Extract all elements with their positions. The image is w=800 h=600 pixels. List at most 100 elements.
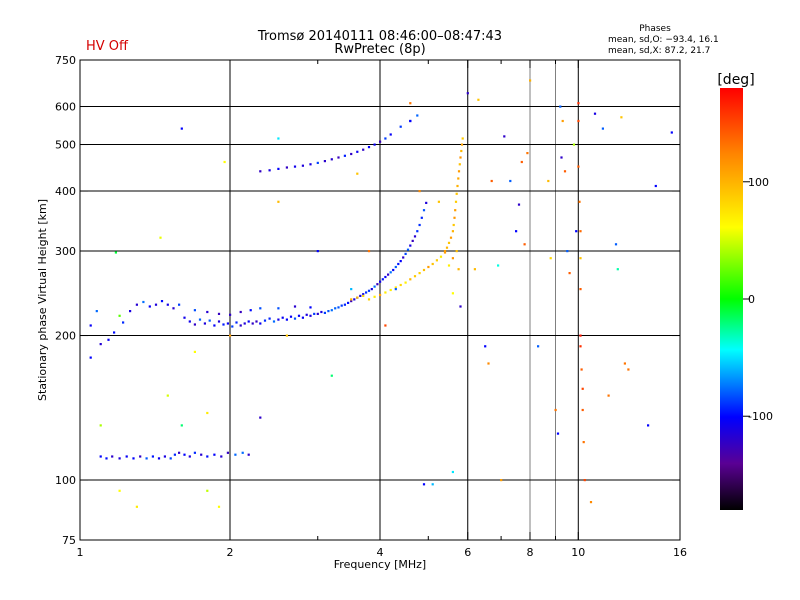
- data-point: [350, 288, 353, 291]
- data-point: [404, 281, 407, 284]
- data-point: [89, 356, 92, 359]
- data-point: [259, 322, 262, 325]
- data-point: [394, 265, 397, 269]
- data-point: [379, 140, 382, 143]
- data-point: [281, 316, 284, 319]
- data-point: [334, 307, 337, 310]
- x-tick-label: 6: [464, 546, 471, 559]
- data-point: [566, 250, 569, 253]
- data-point: [285, 318, 288, 321]
- data-point: [362, 293, 365, 296]
- data-point: [457, 268, 460, 271]
- data-point: [183, 453, 186, 456]
- data-point: [453, 216, 456, 219]
- data-point: [107, 338, 110, 341]
- data-point: [89, 324, 92, 327]
- data-point: [180, 424, 183, 427]
- data-point: [549, 257, 552, 260]
- data-point: [362, 294, 365, 297]
- data-point: [356, 150, 359, 153]
- data-point: [404, 252, 407, 255]
- data-point: [316, 312, 319, 315]
- data-point: [188, 320, 191, 323]
- data-point: [579, 257, 582, 260]
- data-point: [394, 286, 397, 289]
- data-point: [113, 331, 116, 334]
- data-point: [193, 350, 196, 353]
- data-point: [231, 325, 234, 328]
- data-point: [459, 156, 462, 159]
- data-point: [389, 133, 392, 136]
- y-tick-label: 200: [55, 330, 76, 343]
- data-point: [581, 408, 584, 412]
- data-point: [180, 127, 183, 130]
- data-point: [105, 457, 108, 460]
- data-point: [353, 298, 356, 301]
- data-point: [350, 300, 353, 303]
- colorbar-tick-label: 0: [748, 293, 755, 306]
- data-point: [490, 179, 493, 183]
- data-point: [251, 322, 254, 325]
- x-tick-label: 10: [571, 546, 585, 559]
- data-point: [118, 489, 121, 492]
- data-point: [384, 137, 387, 140]
- data-point: [145, 457, 148, 460]
- colorbar-tick-label: -100: [748, 410, 773, 423]
- data-point: [135, 505, 138, 508]
- data-point: [313, 312, 316, 315]
- data-point: [568, 272, 571, 275]
- data-point: [578, 200, 581, 203]
- data-point: [172, 307, 175, 310]
- data-point: [293, 317, 297, 320]
- data-point: [277, 200, 280, 203]
- data-point: [418, 223, 421, 227]
- data-point: [235, 321, 238, 324]
- data-point: [418, 272, 421, 275]
- y-tick-label: 75: [62, 534, 76, 547]
- data-point: [239, 324, 242, 327]
- data-point: [422, 268, 426, 272]
- data-point: [139, 455, 142, 458]
- y-tick-label: 750: [55, 54, 76, 67]
- data-point: [556, 432, 560, 435]
- data-point: [455, 192, 458, 195]
- data-point: [582, 441, 585, 444]
- y-tick-label: 600: [55, 101, 76, 114]
- data-point: [376, 283, 379, 286]
- data-point: [183, 316, 186, 319]
- data-point: [459, 305, 462, 308]
- data-point: [151, 455, 154, 458]
- data-point: [217, 505, 221, 508]
- data-point: [560, 156, 563, 159]
- data-point: [226, 322, 229, 325]
- data-point: [203, 322, 206, 325]
- data-point: [452, 223, 455, 227]
- data-point: [397, 262, 400, 266]
- data-point: [454, 209, 457, 212]
- data-point: [435, 259, 438, 262]
- data-point: [647, 424, 650, 427]
- data-point: [193, 309, 196, 312]
- data-points: [89, 79, 673, 508]
- data-point: [379, 293, 382, 297]
- stats-title: Phases: [639, 24, 671, 34]
- data-point: [277, 318, 280, 321]
- data-point: [301, 164, 304, 167]
- data-point: [515, 230, 518, 233]
- data-point: [580, 368, 583, 371]
- data-point: [142, 300, 145, 304]
- data-point: [427, 265, 430, 269]
- data-point: [320, 310, 323, 314]
- data-point: [497, 264, 500, 267]
- colorbar-ticks: 100 0 -100: [743, 176, 773, 423]
- data-point: [330, 309, 333, 312]
- data-point: [670, 131, 673, 134]
- data-point: [234, 453, 237, 456]
- data-point: [384, 324, 387, 327]
- colorbar: [720, 88, 743, 510]
- data-point: [169, 457, 172, 460]
- data-point: [118, 314, 121, 317]
- data-point: [247, 453, 250, 456]
- data-point: [607, 394, 610, 397]
